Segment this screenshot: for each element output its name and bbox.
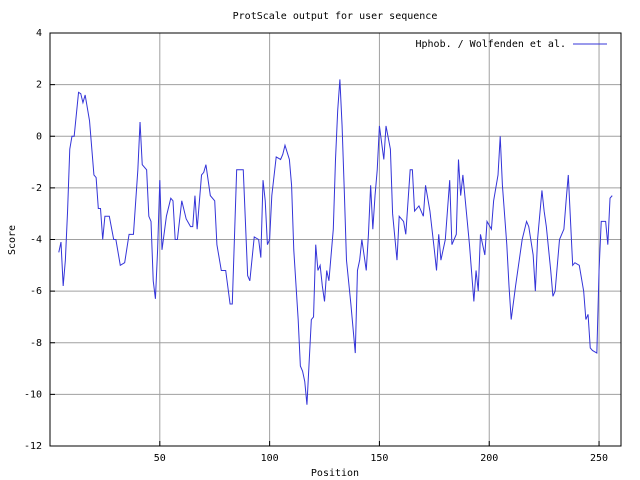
chart-title: ProtScale output for user sequence <box>233 11 438 22</box>
y-tick-label: 2 <box>36 80 42 91</box>
x-tick-label: 200 <box>480 453 498 464</box>
y-tick-label: 4 <box>36 28 42 39</box>
y-tick-label: -8 <box>30 338 42 349</box>
x-tick-label: 150 <box>370 453 388 464</box>
y-tick-label: -12 <box>24 441 42 452</box>
legend-label: Hphob. / Wolfenden et al. <box>415 39 566 50</box>
x-tick-label: 50 <box>154 453 166 464</box>
data-line <box>58 79 613 405</box>
y-tick-label: -6 <box>30 286 42 297</box>
y-tick-label: 0 <box>36 131 42 142</box>
y-tick-label: -2 <box>30 183 42 194</box>
x-axis-label: Position <box>311 468 359 479</box>
y-axis-label: Score <box>7 225 18 255</box>
plot-border <box>49 32 622 447</box>
y-tick-label: -4 <box>30 235 42 246</box>
x-tick-label: 100 <box>261 453 279 464</box>
y-tick-label: -10 <box>24 389 42 400</box>
x-tick-label: 250 <box>590 453 608 464</box>
